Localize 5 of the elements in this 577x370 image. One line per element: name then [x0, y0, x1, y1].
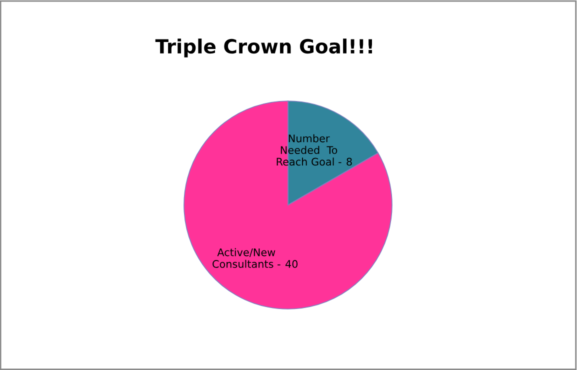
pie-slice — [184, 100, 392, 310]
data-label: 40 — [285, 260, 298, 268]
data-label: 8 — [346, 158, 352, 166]
chart-title: Triple Crown Goal!!! — [155, 38, 372, 58]
slice-label: Active/New Consultants - — [212, 248, 280, 268]
